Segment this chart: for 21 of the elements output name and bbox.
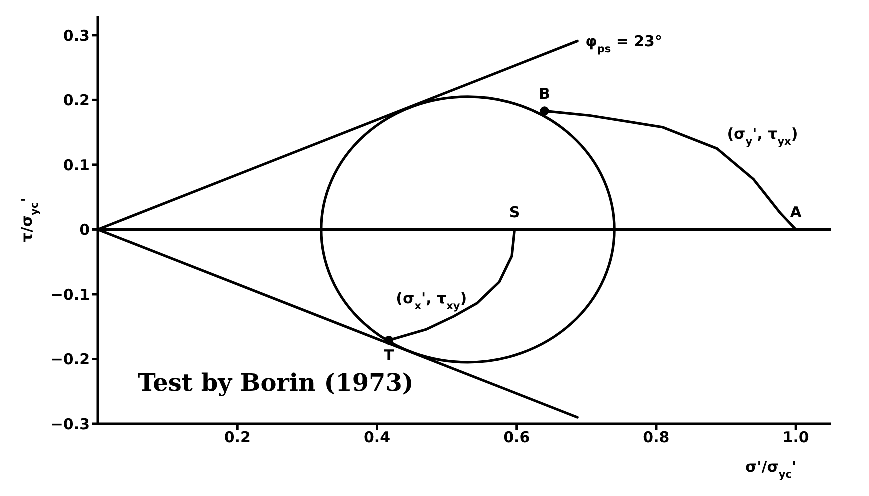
annotation: B: [539, 85, 550, 104]
x-axis-title: σ'/σ$_{yc}$': [745, 458, 797, 481]
x-tick-label: 1.0: [782, 428, 810, 447]
x-tick-label: 0.4: [364, 428, 391, 447]
x-tick-label: 0.2: [224, 428, 251, 447]
y-tick-label: 0.2: [63, 92, 90, 110]
annotation: T: [384, 346, 395, 364]
annotation: A: [790, 204, 802, 222]
y-tick-label: −0.1: [50, 286, 90, 304]
y-tick-label: 0.1: [63, 156, 90, 174]
x-tick-label: 0.8: [643, 428, 670, 447]
annotation: S: [509, 204, 520, 222]
series-label: (σ$_{y}$', τ$_{yx}$): [727, 124, 798, 148]
y-tick-label: −0.2: [50, 350, 90, 369]
y-tick-label: 0.3: [63, 26, 90, 45]
x-tick-label: 0.6: [504, 428, 530, 447]
series-label: (σ$_{x}$', τ$_{xy}$): [396, 290, 468, 313]
y-tick-label: 0: [80, 221, 90, 240]
annotation: Test by Borin (1973): [138, 368, 414, 397]
y-tick-label: −0.3: [50, 415, 90, 434]
annotation: φ$_{ps}$ = 23°: [586, 32, 662, 56]
